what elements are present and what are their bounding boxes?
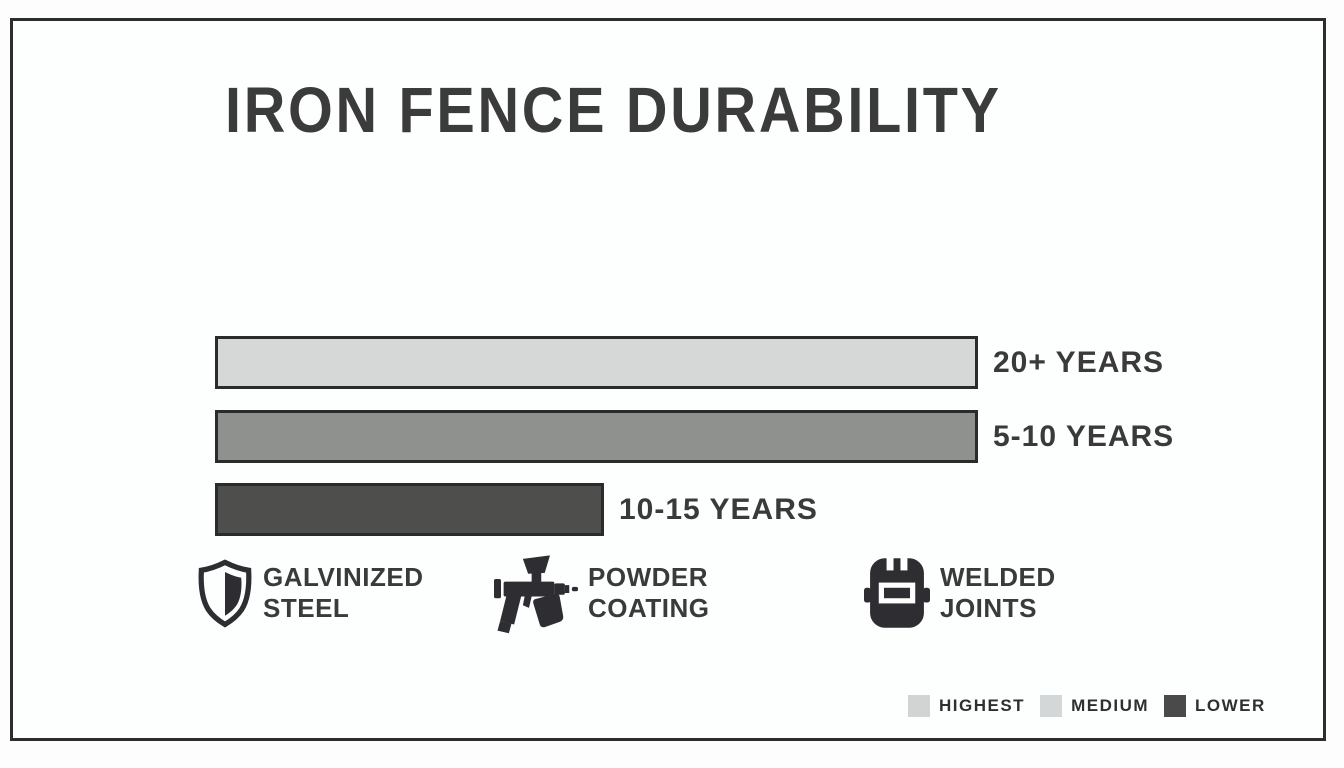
- feature-galvanized-steel: GALVINIZED STEEL: [197, 551, 424, 635]
- feature-label-line1: WELDED: [940, 562, 1056, 592]
- bar-highest: [215, 336, 978, 389]
- feature-powder-coating: POWDER COATING: [494, 551, 709, 635]
- legend-swatch-highest: [908, 695, 930, 717]
- bar-row: 20+ YEARS: [215, 336, 1164, 389]
- legend-label: LOWER: [1195, 696, 1266, 715]
- legend: HIGHEST MEDIUM LOWER: [908, 695, 1266, 717]
- legend-swatch-medium: [1040, 695, 1063, 717]
- bar-row: 5-10 YEARS: [215, 410, 1174, 463]
- chart-title: IRON FENCE DURABILITY: [225, 74, 1002, 146]
- legend-item-lower: LOWER: [1164, 695, 1266, 717]
- bar-lower: [215, 483, 604, 536]
- feature-label: POWDER COATING: [588, 562, 709, 624]
- feature-label-line1: GALVINIZED: [263, 562, 424, 592]
- legend-item-highest: HIGHEST: [908, 695, 1025, 717]
- bar-label: 20+ YEARS: [993, 345, 1165, 379]
- bar-label: 5-10 YEARS: [993, 419, 1175, 453]
- feature-label-line2: JOINTS: [940, 593, 1037, 623]
- legend-item-medium: MEDIUM: [1040, 695, 1149, 717]
- bar-chart: 20+ YEARS 5-10 YEARS 10-15 YEARS: [215, 336, 1265, 556]
- infographic-frame: IRON FENCE DURABILITY 20+ YEARS 5-10 YEA…: [10, 18, 1326, 741]
- feature-label-line2: STEEL: [263, 593, 350, 623]
- legend-label: HIGHEST: [939, 696, 1026, 715]
- welding-helmet-icon: [864, 556, 930, 628]
- shield-icon: [198, 559, 252, 628]
- legend-swatch-lower: [1164, 695, 1187, 717]
- legend-label: MEDIUM: [1071, 696, 1150, 715]
- feature-label: WELDED JOINTS: [940, 562, 1056, 624]
- feature-label: GALVINIZED STEEL: [263, 562, 424, 624]
- bar-row: 10-15 YEARS: [215, 483, 818, 536]
- feature-welded-joints: WELDED JOINTS: [864, 551, 1056, 635]
- feature-label-line2: COATING: [588, 593, 710, 623]
- feature-label-line1: POWDER: [588, 562, 708, 592]
- bar-medium: [215, 410, 978, 463]
- bar-label: 10-15 YEARS: [619, 492, 818, 526]
- spray-gun-icon: [494, 555, 578, 634]
